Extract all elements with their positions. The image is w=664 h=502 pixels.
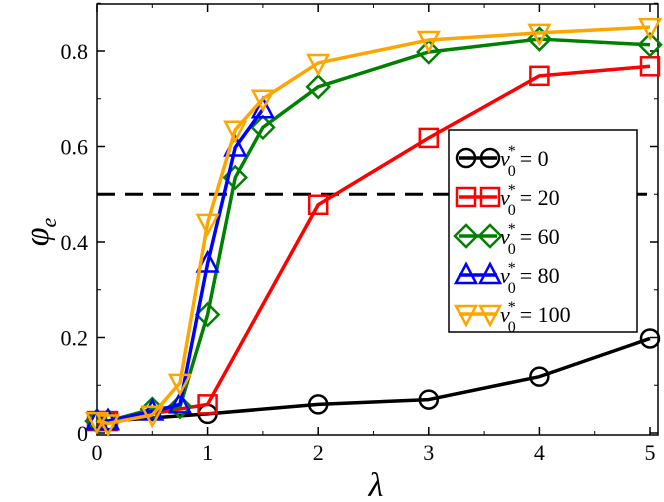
legend-label: v* 0= 60 xyxy=(500,221,560,258)
data-point xyxy=(637,32,663,58)
legend-marker xyxy=(477,261,503,285)
legend-value: = 100 xyxy=(520,302,571,327)
data-point xyxy=(307,194,329,216)
data-point xyxy=(167,373,193,397)
legend-marker xyxy=(453,223,479,249)
y-axis-label-symbol: φ xyxy=(19,227,56,246)
x-tick-label: 1 xyxy=(202,440,213,465)
y-axis-label-subscript: e xyxy=(36,217,61,227)
legend-value: = 0 xyxy=(520,146,549,171)
axes-layer: 0 1 2 3 4 5 0 0.2 0.4 0.6 0.8 xyxy=(61,2,659,465)
axis-labels: λ φe xyxy=(19,217,383,502)
legend-entry: v* 0= 60 xyxy=(453,221,560,258)
legend-box xyxy=(448,129,638,333)
data-point xyxy=(95,414,121,438)
data-point xyxy=(418,389,440,410)
data-point xyxy=(305,74,331,100)
data-point xyxy=(639,328,661,349)
legend-entry: v* 0= 100 xyxy=(453,299,571,336)
data-point xyxy=(529,65,550,87)
series-layer xyxy=(84,17,663,438)
data-point xyxy=(167,390,193,414)
y-tick-label: 0.6 xyxy=(61,135,89,160)
data-point xyxy=(529,366,550,387)
y-tick-label: 0 xyxy=(77,421,88,446)
data-point xyxy=(167,393,193,420)
x-tick-label: 5 xyxy=(645,440,656,465)
series-80 xyxy=(84,95,275,431)
data-point xyxy=(527,23,552,47)
data-point xyxy=(637,17,663,41)
x-tick-label: 2 xyxy=(313,440,324,465)
x-tick-label: 4 xyxy=(534,440,545,465)
series-100 xyxy=(84,17,663,438)
legend-marker xyxy=(479,186,501,208)
data-point xyxy=(140,405,165,429)
legend-entry: v* 0= 80 xyxy=(453,260,560,297)
data-point xyxy=(418,127,440,149)
legend-entry: v* 0= 0 xyxy=(455,143,549,180)
x-axis-label: λ xyxy=(368,467,384,502)
legend-marker xyxy=(477,304,503,328)
data-point xyxy=(223,120,248,144)
y-tick-label: 0.8 xyxy=(61,39,89,64)
legend-marker xyxy=(453,304,479,328)
plot-frame xyxy=(96,3,659,436)
x-tick-label: 3 xyxy=(423,440,434,465)
legend-label: v* 0= 100 xyxy=(500,299,571,336)
data-point xyxy=(250,89,275,113)
legend-value: = 20 xyxy=(520,185,560,210)
data-point xyxy=(195,213,220,237)
data-point xyxy=(307,394,329,415)
data-point xyxy=(416,30,441,54)
data-point xyxy=(416,39,442,65)
legend-label: v* 0= 20 xyxy=(500,182,560,219)
data-point xyxy=(250,114,276,141)
x-tick-label: 0 xyxy=(92,440,103,465)
data-point xyxy=(526,26,553,52)
y-tick-label: 0.2 xyxy=(61,326,89,351)
legend-marker xyxy=(479,147,501,169)
legend-marker xyxy=(453,261,479,285)
data-point xyxy=(250,95,275,119)
legend-label: v* 0= 0 xyxy=(500,143,549,180)
legend-label: v* 0= 80 xyxy=(500,260,560,297)
legend-marker xyxy=(455,186,477,208)
series-line xyxy=(97,108,265,423)
legend-entry: v* 0= 20 xyxy=(455,182,560,219)
series-line xyxy=(96,25,651,426)
legend: v* 0= 0v* 0= 20v* 0= 60v* 0= 80v* 0= 100 xyxy=(448,129,638,336)
legend-value: = 80 xyxy=(520,263,560,288)
data-point xyxy=(197,394,218,415)
legend-marker xyxy=(455,147,477,169)
data-point xyxy=(194,301,221,328)
y-tick-label: 0.4 xyxy=(61,230,89,255)
legend-marker xyxy=(477,223,503,249)
legend-value: = 60 xyxy=(520,224,560,249)
y-axis-label: φe xyxy=(19,217,61,246)
data-point xyxy=(306,53,331,77)
